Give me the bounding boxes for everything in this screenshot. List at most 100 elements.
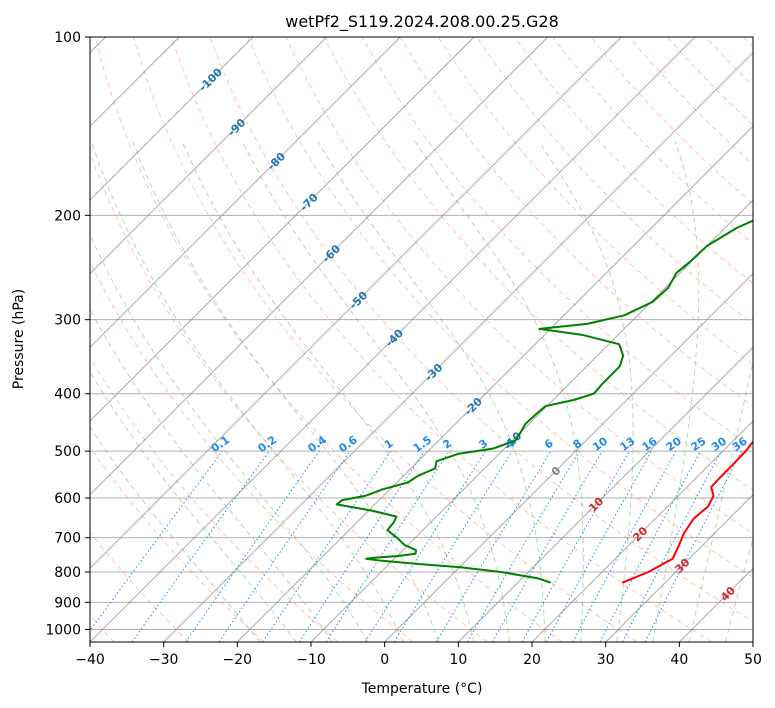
- mixing-ratio-line: [644, 450, 743, 642]
- mixing-ratio-label: 6: [542, 437, 556, 452]
- mixing-ratio-label: 0.1: [209, 433, 232, 455]
- dry-adiabat: [90, 446, 264, 642]
- dry-adiabat: [247, 37, 753, 578]
- x-tick-label: 40: [670, 652, 688, 668]
- y-tick-label: 1000: [45, 622, 81, 638]
- dry-adiabat: [90, 356, 339, 642]
- moist-adiabat: [90, 232, 369, 642]
- plot-frame: [89, 36, 754, 643]
- isotherm: [90, 37, 696, 642]
- isotherm: [90, 37, 254, 201]
- y-tick-label: 300: [54, 313, 81, 329]
- dry-adiabat: [514, 37, 753, 285]
- isotherm-label: -100: [196, 65, 225, 94]
- y-tick-label: 100: [54, 30, 81, 46]
- isotherm: [384, 273, 753, 642]
- x-axis-label: Temperature (°C): [361, 681, 483, 697]
- isotherm: [458, 346, 753, 642]
- mixing-ratio-line: [435, 450, 552, 642]
- dry-adiabat: [90, 152, 488, 642]
- y-tick-label: 500: [54, 444, 81, 460]
- dry-adiabat: [132, 37, 638, 642]
- mixing-ratio-line: [325, 450, 450, 642]
- mixing-ratio-line: [545, 450, 653, 642]
- moist-adiabat: [90, 308, 333, 642]
- moist-adiabat: [90, 141, 404, 642]
- isotherm-label: -70: [298, 191, 321, 214]
- isotherm: [90, 37, 327, 275]
- y-tick-label: 600: [54, 491, 81, 507]
- mixing-ratio-line: [521, 450, 630, 642]
- x-tick-label: −10: [296, 652, 326, 668]
- moist-adiabat: [181, 141, 475, 642]
- x-tick-label: −30: [149, 652, 179, 668]
- y-tick-label: 700: [54, 531, 81, 547]
- dry-adiabat: [90, 531, 190, 642]
- dry-adiabat: [743, 37, 753, 48]
- y-tick-label: 800: [54, 565, 81, 581]
- mixing-ratio-line: [599, 450, 701, 642]
- moist-adiabat: [538, 141, 634, 642]
- dry-adiabat: [552, 37, 753, 245]
- isotherm-label: -80: [265, 150, 288, 173]
- x-tick-label: 30: [597, 652, 615, 668]
- dry-adiabat: [90, 260, 414, 642]
- moist-adiabat: [90, 370, 297, 642]
- mixing-ratio-line: [131, 450, 270, 642]
- dry-adiabat: [704, 37, 753, 87]
- moist-adiabat: [132, 141, 439, 642]
- mixing-ratio-label: 1.5: [411, 433, 434, 455]
- mixing-ratio-line: [185, 450, 320, 642]
- moist-adiabat: [317, 141, 546, 642]
- isotherm: [310, 199, 753, 642]
- moist-adiabat: [652, 141, 700, 642]
- isotherm-label: -40: [383, 326, 406, 349]
- dry-adiabat: [476, 37, 753, 325]
- y-tick-label: 400: [54, 387, 81, 403]
- y-tick-label: 200: [54, 208, 81, 224]
- dry-adiabat: [590, 37, 753, 205]
- mixing-ratio-labels: 0.1 0.2 0.4 0.6 1 1.5 2 3 4 6 8 10 13 16 20 25 30 36: [209, 433, 750, 455]
- moist-adiabat: [241, 141, 510, 642]
- isotherm-label: 10: [586, 494, 606, 514]
- isotherm-label: -60: [320, 242, 343, 265]
- dry-adiabat: [361, 37, 753, 449]
- pressure-gridlines: [90, 37, 753, 630]
- mixing-ratio-line: [572, 450, 677, 642]
- mixing-ratio-line: [298, 450, 425, 642]
- isotherm: [237, 125, 753, 642]
- skewed-isotherms: [90, 37, 753, 642]
- x-tick-label: 50: [744, 652, 762, 668]
- isotherm-label: 0: [549, 464, 564, 479]
- sounding-profiles: [335, 219, 753, 584]
- mixing-ratio-line: [90, 450, 223, 632]
- mixing-ratio-line: [218, 450, 351, 642]
- x-tick-label: −20: [223, 652, 253, 668]
- isotherm-label: 20: [630, 524, 650, 544]
- mixing-ratio-lines: [90, 450, 743, 642]
- moist-adiabat: [688, 358, 753, 642]
- y-axis-label: Pressure (hPa): [11, 289, 27, 389]
- x-tick-label: 10: [449, 652, 467, 668]
- dry-adiabat: [171, 37, 712, 642]
- mixing-ratio-line: [262, 450, 392, 642]
- isotherm-label: 40: [718, 584, 738, 604]
- mixing-ratio-line: [364, 450, 486, 642]
- mixing-ratio-label: 2: [440, 437, 454, 452]
- isotherm: [90, 37, 548, 496]
- mixing-ratio-label: 0.2: [256, 433, 279, 455]
- mixing-ratio-line: [393, 450, 513, 642]
- isotherm-label: 30: [672, 556, 692, 576]
- dry-adiabat: [666, 37, 753, 126]
- isotherm-label: -20: [462, 395, 485, 418]
- isotherm: [752, 641, 753, 642]
- isotherm: [531, 420, 753, 642]
- x-axis-ticks: −40 −30 −20 −10 0 10 20 30 40 50: [75, 642, 762, 668]
- plot-area: -100-90-80-70-60-50-40-30-20-10010203040…: [90, 37, 753, 642]
- dry-adiabat: [437, 37, 753, 366]
- y-axis-ticks: 100 200 300 400 500 600 700 800 900 1000: [45, 30, 90, 638]
- chart-title: wetPf2_S119.2024.208.00.25.G28: [285, 12, 559, 32]
- temperature-line: [621, 440, 753, 584]
